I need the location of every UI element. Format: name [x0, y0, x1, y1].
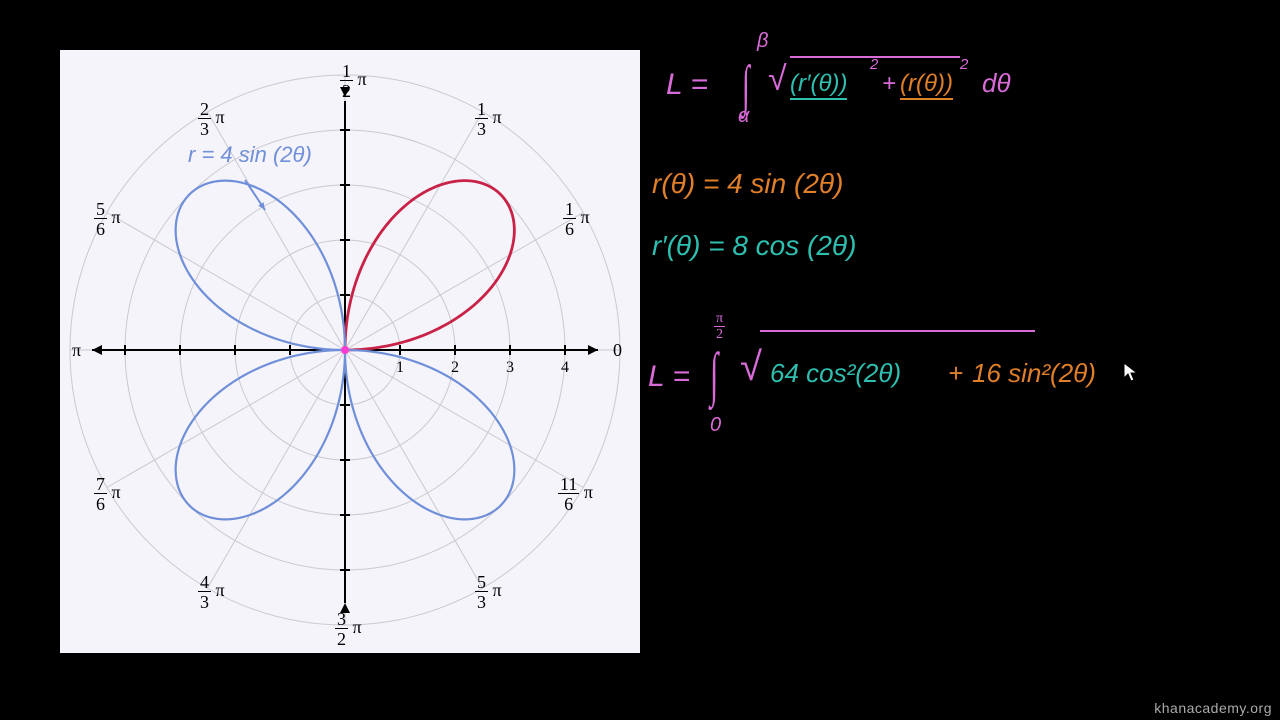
- eq1-term1-rprime: (r′(θ)): [790, 70, 847, 100]
- angle-label: 56 π: [94, 200, 121, 238]
- eq1-plus: +: [882, 70, 896, 98]
- watermark: khanacademy.org: [1154, 700, 1272, 716]
- mouse-cursor-icon: [1122, 362, 1140, 384]
- eq4-sqrt-bar: [760, 330, 1035, 332]
- angle-label: 0: [613, 340, 622, 361]
- eq4-L-equals: L =: [648, 360, 690, 394]
- svg-text:1: 1: [396, 359, 404, 376]
- eq4-integral-sign: ∫: [710, 355, 718, 389]
- angle-label: 32 π: [335, 610, 362, 648]
- angle-label: 12 π: [340, 62, 367, 100]
- angle-label: 76 π: [94, 475, 121, 513]
- eq1-term2-r: (r(θ)): [900, 70, 953, 100]
- angle-label: π: [72, 340, 81, 361]
- curve-equation-annotation: r = 4 sin (2θ): [188, 142, 312, 168]
- polar-graph-panel: 1 2 3 4 12 π 13 π 16 π 0 116 π 53 π 32 π 43 π 76 π π…: [60, 50, 640, 653]
- eq4-sqrt-tick: √: [740, 345, 762, 390]
- eq4-term2-sin: 16 sin²(2θ): [972, 358, 1096, 389]
- eq1-integral-lower: α: [738, 105, 749, 128]
- svg-text:2: 2: [451, 359, 459, 376]
- eq1-term2-exp: 2: [960, 56, 968, 73]
- polar-graph-svg: 1 2 3 4: [60, 50, 640, 653]
- svg-text:3: 3: [506, 359, 514, 376]
- eq4-integral-lower: 0: [710, 414, 721, 437]
- eq4-integral-upper: π2: [714, 312, 725, 342]
- eq1-sqrt-tick: √: [768, 60, 787, 99]
- eq1-integral-upper: β: [757, 30, 768, 53]
- angle-label: 23 π: [198, 100, 225, 138]
- eq1-dtheta: dθ: [982, 68, 1011, 99]
- eq4-plus: +: [948, 358, 963, 389]
- blackboard-stage: 1 2 3 4 12 π 13 π 16 π 0 116 π 53 π 32 π 43 π 76 π π…: [0, 0, 1280, 720]
- angle-label: 53 π: [475, 573, 502, 611]
- angle-label: 43 π: [198, 573, 225, 611]
- svg-text:4: 4: [561, 359, 569, 376]
- eq1-integral-sign: ∫: [742, 67, 750, 100]
- eq1-term1-exp: 2: [870, 56, 878, 73]
- eq1-L-equals: L =: [666, 68, 708, 102]
- eq2-r-theta: r(θ) = 4 sin (2θ): [652, 168, 843, 200]
- eq3-rprime-theta: r′(θ) = 8 cos (2θ): [652, 230, 856, 262]
- angle-label: 16 π: [563, 200, 590, 238]
- eq4-term1-cos: 64 cos²(2θ): [770, 358, 901, 389]
- angle-label: 116 π: [558, 475, 593, 513]
- angle-label: 13 π: [475, 100, 502, 138]
